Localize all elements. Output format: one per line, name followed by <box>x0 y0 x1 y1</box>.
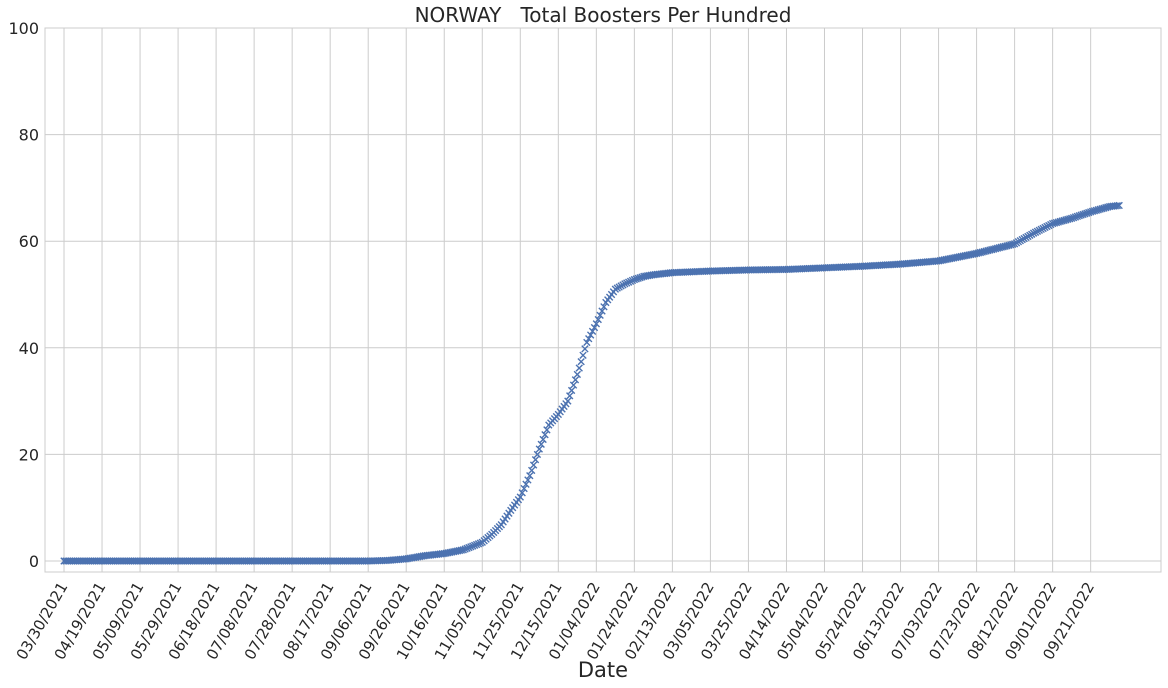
data-point <box>581 345 589 353</box>
data-point <box>596 311 604 319</box>
data-point <box>472 540 481 549</box>
data-point <box>528 466 536 475</box>
data-point <box>583 338 591 347</box>
y-tick-label: 60 <box>19 232 39 251</box>
y-tick-labels: 0 20 40 60 80 100 <box>8 19 39 571</box>
y-tick-label: 0 <box>29 552 39 571</box>
data-point <box>539 435 547 444</box>
data-point <box>577 357 585 366</box>
data-point <box>594 315 602 324</box>
data-point <box>465 543 473 552</box>
data-point <box>520 484 528 493</box>
chart-title: NORWAY Total Boosters Per Hundred <box>415 3 792 27</box>
data-point <box>1009 240 1017 249</box>
data-point <box>564 397 572 405</box>
y-tick-label: 100 <box>8 19 39 38</box>
data-point <box>529 461 538 469</box>
data-point <box>531 456 540 464</box>
data-point <box>623 279 631 287</box>
data-point <box>469 542 477 550</box>
data-point <box>628 276 637 285</box>
data-point <box>590 323 599 332</box>
data-point <box>463 544 471 553</box>
data-point <box>592 320 601 328</box>
data-points <box>60 201 1123 565</box>
data-point <box>526 472 534 480</box>
y-tick-label: 20 <box>19 445 39 464</box>
data-point <box>470 541 479 550</box>
grid-lines <box>45 27 1161 572</box>
data-point <box>1115 201 1123 210</box>
data-point <box>575 364 583 372</box>
data-point <box>1113 202 1121 210</box>
data-point <box>569 381 578 389</box>
x-tick-labels: 03/30/202104/19/202105/09/202105/29/2021… <box>13 579 1098 663</box>
x-axis-label: Date <box>578 658 628 682</box>
data-point <box>626 277 635 285</box>
data-point <box>571 376 580 384</box>
data-point <box>566 392 574 400</box>
data-point <box>541 430 549 439</box>
data-point <box>467 543 475 551</box>
data-point <box>573 370 582 379</box>
data-point <box>461 545 469 553</box>
plot-frame <box>44 27 1162 573</box>
data-point <box>537 440 545 448</box>
data-point <box>516 493 524 501</box>
data-point <box>543 426 551 434</box>
data-point <box>586 331 595 339</box>
data-point <box>585 335 593 343</box>
data-point <box>474 540 483 548</box>
y-tick-label: 80 <box>19 126 39 145</box>
data-point <box>588 327 597 335</box>
data-point <box>533 450 542 459</box>
data-point <box>598 307 606 315</box>
data-point <box>535 445 544 453</box>
data-point <box>567 386 576 395</box>
data-point <box>600 303 608 311</box>
data-point <box>459 546 467 554</box>
data-point <box>624 278 633 286</box>
data-point <box>476 539 485 547</box>
data-point <box>522 480 530 488</box>
y-tick-label: 40 <box>19 339 39 358</box>
data-point <box>579 351 587 359</box>
data-point <box>524 476 532 484</box>
data-point <box>621 280 629 288</box>
data-point <box>518 489 526 497</box>
